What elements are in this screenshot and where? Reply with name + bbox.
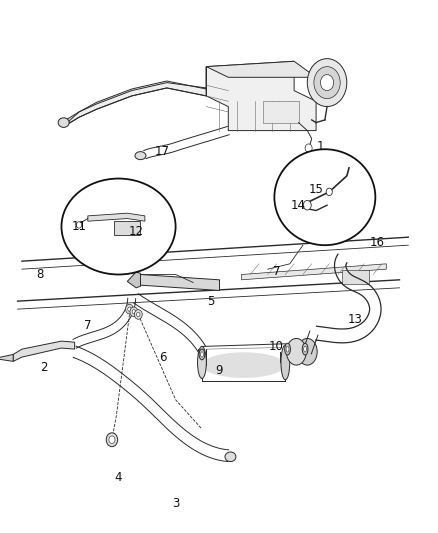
Circle shape: [136, 312, 140, 317]
Circle shape: [125, 304, 133, 314]
Polygon shape: [66, 67, 206, 125]
Text: 7: 7: [272, 265, 280, 278]
Polygon shape: [206, 61, 315, 131]
Bar: [263, 101, 298, 123]
Circle shape: [106, 433, 117, 447]
Text: 17: 17: [155, 146, 170, 158]
Ellipse shape: [201, 352, 285, 378]
Text: 7: 7: [84, 319, 92, 332]
Text: 2: 2: [40, 361, 48, 374]
Ellipse shape: [284, 343, 290, 355]
Text: 13: 13: [347, 313, 362, 326]
Ellipse shape: [61, 179, 175, 274]
Ellipse shape: [200, 352, 203, 357]
Circle shape: [134, 310, 142, 319]
Circle shape: [130, 307, 138, 317]
Text: 9: 9: [215, 364, 223, 377]
Text: 15: 15: [308, 183, 323, 196]
Polygon shape: [206, 61, 315, 77]
Text: 6: 6: [158, 351, 166, 364]
Circle shape: [132, 310, 135, 314]
Ellipse shape: [297, 338, 317, 365]
Bar: [342, 270, 368, 284]
Circle shape: [303, 200, 311, 210]
Text: 5: 5: [207, 295, 214, 308]
Circle shape: [325, 188, 332, 196]
Text: 3: 3: [172, 497, 179, 510]
Ellipse shape: [224, 452, 236, 462]
Circle shape: [127, 307, 131, 311]
Ellipse shape: [280, 345, 289, 379]
Circle shape: [313, 67, 339, 99]
Ellipse shape: [301, 343, 307, 355]
Ellipse shape: [197, 346, 206, 378]
Text: 11: 11: [71, 220, 86, 233]
Polygon shape: [13, 341, 74, 361]
Ellipse shape: [135, 152, 146, 160]
Text: 1: 1: [316, 140, 324, 153]
Polygon shape: [127, 272, 140, 288]
Circle shape: [109, 436, 115, 443]
Ellipse shape: [58, 118, 69, 127]
Ellipse shape: [303, 346, 306, 352]
Text: 4: 4: [114, 471, 122, 483]
Circle shape: [320, 75, 333, 91]
Circle shape: [76, 222, 81, 228]
Ellipse shape: [274, 149, 374, 245]
Text: 8: 8: [36, 268, 43, 281]
Text: 16: 16: [369, 236, 384, 249]
Ellipse shape: [286, 338, 306, 365]
Ellipse shape: [199, 349, 204, 360]
Polygon shape: [140, 274, 219, 290]
Text: 10: 10: [268, 340, 283, 353]
Circle shape: [307, 59, 346, 107]
Ellipse shape: [286, 346, 288, 352]
Text: 14: 14: [290, 199, 305, 212]
Polygon shape: [241, 264, 385, 280]
Polygon shape: [0, 354, 13, 361]
Bar: [114, 221, 140, 235]
Polygon shape: [88, 213, 145, 221]
Text: 12: 12: [128, 225, 143, 238]
Circle shape: [304, 144, 311, 152]
